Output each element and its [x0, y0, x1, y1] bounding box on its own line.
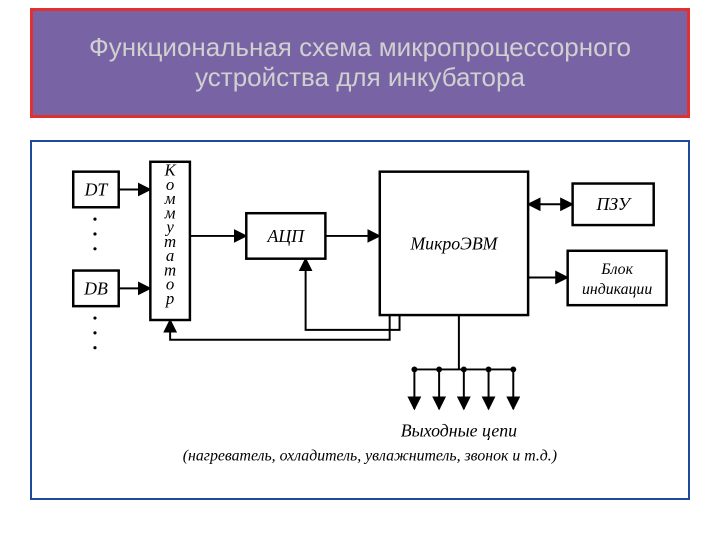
diagram-frame: DTDBКоммутаторАЦПМикроЭВМПЗУБлокиндикаци… — [30, 140, 690, 500]
ellipsis-dot — [93, 247, 96, 250]
block-display-label2: индикации — [582, 281, 652, 298]
block-mcu-label: МикроЭВМ — [409, 233, 498, 253]
block-display-label: Блок — [600, 261, 633, 278]
ellipsis-dot — [93, 346, 96, 349]
ellipsis-dot — [93, 218, 96, 221]
ellipsis-dot — [93, 331, 96, 334]
output-sublabel: (нагреватель, охладитель, увлажнитель, з… — [183, 447, 557, 464]
block-commutator-label: р — [165, 289, 174, 308]
title-text: Функциональная схема микропроцессорного … — [57, 33, 663, 93]
output-label: Выходные цепи — [401, 421, 517, 441]
diagram-svg: DTDBКоммутаторАЦПМикроЭВМПЗУБлокиндикаци… — [32, 142, 688, 498]
edge — [170, 315, 390, 340]
title-box: Функциональная схема микропроцессорного … — [30, 8, 690, 118]
block-db-label: DB — [83, 278, 108, 298]
block-rom-label: ПЗУ — [595, 194, 631, 214]
ellipsis-dot — [93, 232, 96, 235]
ellipsis-dot — [93, 316, 96, 319]
block-dt-label: DT — [84, 179, 109, 199]
block-adc-label: АЦП — [267, 226, 306, 246]
